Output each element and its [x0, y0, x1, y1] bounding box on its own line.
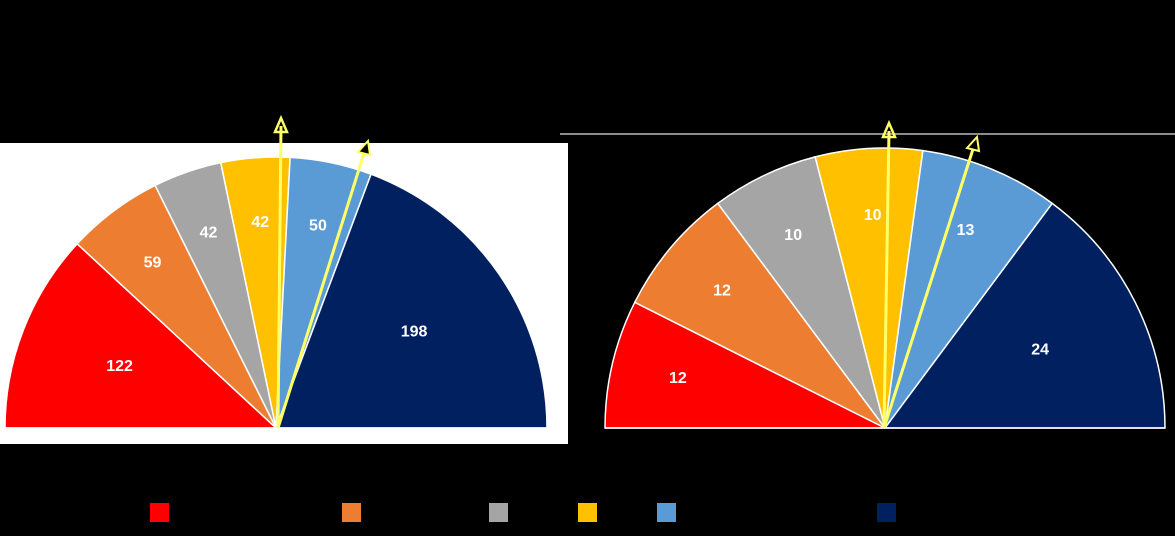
data-label: 59	[144, 254, 162, 271]
slice	[4, 242, 278, 429]
legend-swatch	[150, 503, 169, 522]
data-label: 24	[1031, 341, 1049, 358]
data-label: 10	[864, 207, 882, 224]
data-label: 122	[106, 358, 133, 375]
data-label: 50	[309, 218, 327, 235]
slice	[884, 149, 1054, 429]
data-label: 13	[957, 222, 975, 239]
data-label: 198	[401, 323, 428, 340]
arrow	[882, 130, 891, 429]
data-label: 42	[200, 225, 218, 242]
arrow	[276, 149, 367, 429]
arrow	[276, 125, 283, 429]
data-label: 10	[784, 227, 802, 244]
arrow-head	[356, 138, 372, 157]
legend	[150, 503, 896, 522]
legend-swatch	[489, 503, 508, 522]
slice	[604, 301, 886, 429]
arrows	[273, 114, 981, 429]
slice	[633, 202, 886, 429]
data-label: 12	[669, 370, 687, 387]
legend-swatch	[877, 503, 896, 522]
arrow-head	[881, 119, 897, 139]
slice	[883, 202, 1166, 429]
arrow-head	[273, 114, 289, 134]
data-label: 42	[251, 214, 269, 231]
arrow	[882, 145, 976, 429]
arrow-head	[965, 134, 981, 153]
legend-swatch	[342, 503, 361, 522]
data-label: 12	[713, 282, 731, 299]
legend-swatch	[578, 503, 597, 522]
plots: 122 59 42 42 50 198 12 12 10 10 13 24	[4, 147, 1166, 429]
legend-swatch	[657, 503, 676, 522]
slice	[274, 173, 548, 429]
